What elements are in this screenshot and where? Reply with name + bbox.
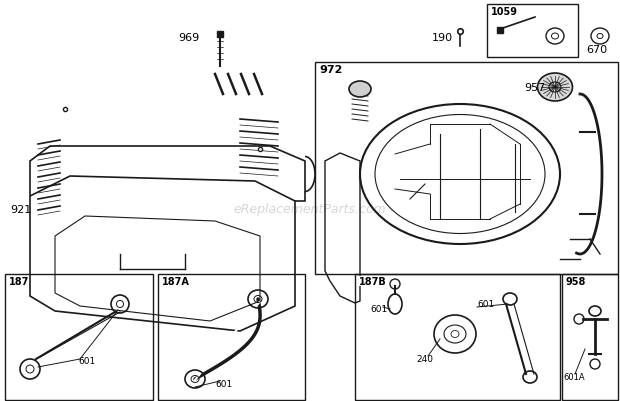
Text: 958: 958: [566, 276, 587, 286]
Bar: [158, 274, 305, 400]
Text: 601: 601: [78, 356, 95, 366]
Text: 670: 670: [586, 45, 607, 55]
Text: 969: 969: [178, 33, 199, 43]
Text: 187A: 187A: [162, 276, 190, 286]
Text: 972: 972: [319, 65, 342, 75]
Text: 240: 240: [416, 354, 433, 364]
Text: 601: 601: [215, 380, 232, 389]
Bar: [315, 63, 618, 274]
Bar: [5, 274, 153, 400]
Text: 957: 957: [524, 83, 545, 93]
Text: 601A: 601A: [563, 373, 585, 381]
Text: eReplacementParts.com: eReplacementParts.com: [234, 203, 386, 216]
Ellipse shape: [349, 82, 371, 98]
Ellipse shape: [538, 74, 572, 102]
Text: 601: 601: [477, 300, 494, 309]
Bar: [355, 274, 560, 400]
Text: 190: 190: [432, 33, 453, 43]
Text: 1059: 1059: [491, 7, 518, 17]
Text: 187: 187: [9, 276, 29, 286]
Text: 921: 921: [10, 205, 31, 215]
Text: 187B: 187B: [359, 276, 387, 286]
Bar: [487, 5, 578, 58]
Bar: [562, 274, 618, 400]
Text: 601: 601: [370, 305, 388, 314]
